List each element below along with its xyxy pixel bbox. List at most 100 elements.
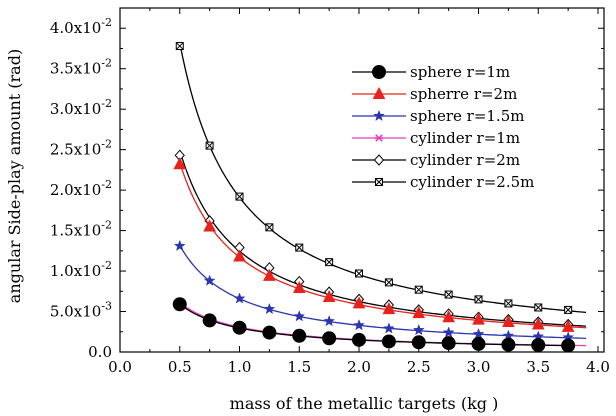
series-line [179, 245, 587, 339]
marker-cross [375, 178, 383, 186]
legend-item: spherre r=2m [352, 85, 517, 103]
data-marker [292, 328, 307, 343]
marker-cross [265, 223, 274, 232]
data-marker [373, 109, 385, 122]
x-tick-label: 0.0 [108, 358, 132, 376]
y-tick-label: 3.0x10-2 [50, 97, 112, 118]
y-tick-label: 5.0x10-3 [50, 300, 112, 321]
data-marker [382, 322, 395, 334]
data-marker [205, 141, 214, 150]
data-marker [441, 336, 456, 351]
data-marker [412, 306, 426, 319]
legend-label: cylinder r=2m [410, 151, 520, 169]
data-marker [411, 335, 426, 350]
x-tick-label: 1.5 [287, 358, 311, 376]
y-tick-label: 0.0 [88, 343, 112, 361]
x-tick-label: 0.5 [168, 358, 192, 376]
data-marker [352, 296, 366, 309]
legend-item: sphere r=1m [352, 63, 510, 81]
data-marker [384, 278, 393, 287]
legend-label: cylinder r=2.5m [410, 173, 534, 191]
data-marker [444, 290, 453, 299]
y-tick-label: 1.5x10-2 [50, 219, 112, 240]
data-marker [472, 312, 485, 325]
data-marker [442, 310, 455, 323]
data-marker [414, 285, 423, 294]
data-marker [293, 310, 306, 322]
data-marker [325, 258, 334, 267]
y-tick-label: 1.0x10-2 [50, 259, 112, 280]
data-marker [202, 313, 217, 328]
data-marker [531, 317, 545, 330]
plot-frame [119, 7, 605, 353]
data-marker [534, 303, 543, 312]
legend-item: cylinder r=2.5m [352, 173, 534, 191]
data-marker [172, 297, 187, 312]
data-marker [203, 274, 216, 286]
marker-cross [235, 192, 244, 201]
y-tick-label: 2.0x10-2 [50, 178, 112, 199]
series-sphere-r-1-5m [173, 239, 587, 343]
series-line [179, 162, 587, 329]
data-marker [372, 86, 386, 99]
marker-cross [175, 42, 184, 50]
data-marker [502, 314, 515, 328]
series-sphere-r-1m [172, 297, 576, 353]
data-marker [442, 326, 455, 338]
marker-cross [385, 278, 393, 287]
data-marker [203, 219, 216, 232]
legend-label: spherre r=2m [410, 85, 517, 103]
legend: sphere r=1m spherre r=2m sphere r=1.5m cyli… [352, 63, 534, 191]
marker-cross [295, 243, 304, 252]
data-marker [233, 292, 246, 304]
data-marker [295, 243, 304, 252]
data-marker [263, 268, 276, 281]
data-marker [412, 323, 425, 336]
legend-item: cylinder r=2m [352, 151, 520, 169]
data-marker [173, 157, 187, 170]
data-marker [232, 320, 247, 335]
series-line [179, 150, 587, 327]
data-marker [374, 134, 384, 142]
legend-item: cylinder r=1m [352, 129, 520, 147]
data-marker [471, 336, 486, 351]
data-marker [564, 305, 573, 314]
series-cylinder-r-2-5m [175, 42, 587, 314]
legend-label: sphere r=1.5m [410, 107, 524, 125]
data-marker [504, 299, 513, 308]
series-line [179, 42, 587, 314]
x-tick-label: 2.0 [347, 358, 371, 376]
marker-cross [414, 285, 423, 294]
data-marker [353, 319, 365, 331]
axis-ticks: 0.0 0.5 1.0 1.5 2.0 2.5 3.0 3.5 4.0 0.0 5.0x10-3 1.… [50, 8, 610, 376]
x-tick-label: 1.0 [228, 358, 252, 376]
marker-cross [355, 269, 363, 278]
data-marker [561, 338, 576, 353]
data-marker [373, 154, 385, 166]
x-axis-label: mass of the metallic targets (kg ) [230, 394, 499, 413]
legend-item: sphere r=1.5m [352, 107, 524, 125]
marker-cross [504, 299, 513, 308]
data-marker [375, 178, 383, 186]
data-marker [352, 332, 367, 347]
data-marker [235, 192, 244, 201]
marker-cross [534, 303, 543, 312]
y-tick-label: 4.0x10-2 [50, 16, 112, 37]
data-marker [323, 315, 336, 327]
series-group [172, 42, 587, 353]
data-marker [531, 338, 546, 353]
legend-label: sphere r=1m [410, 63, 510, 81]
legend-label: cylinder r=1m [410, 129, 520, 147]
data-marker [175, 42, 184, 51]
marker-cross [325, 258, 333, 267]
data-marker [474, 295, 483, 304]
data-marker [381, 334, 396, 349]
data-marker [263, 302, 276, 315]
data-marker [372, 65, 386, 79]
data-marker [322, 331, 337, 346]
plot-area [119, 7, 605, 353]
data-marker [501, 337, 516, 352]
data-marker [262, 325, 277, 340]
data-marker [233, 249, 246, 262]
